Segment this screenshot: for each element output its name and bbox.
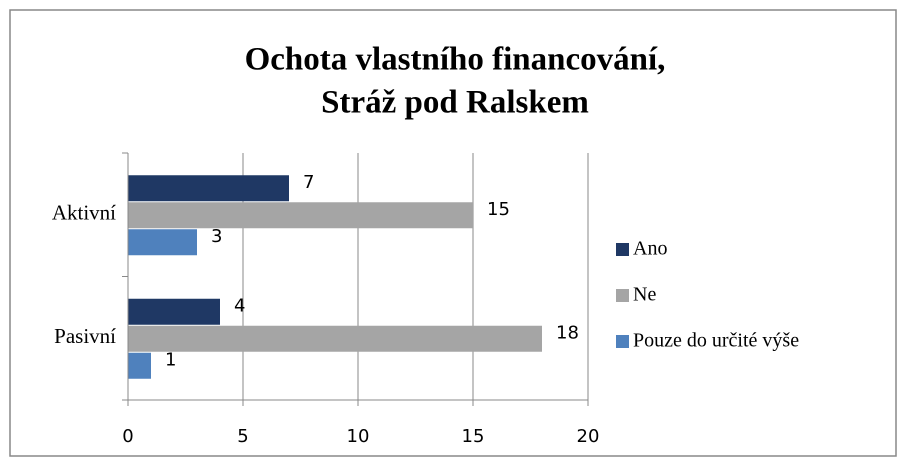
data-label: 1: [165, 349, 176, 370]
legend-swatch: [616, 335, 629, 348]
x-tick-label: 15: [462, 426, 485, 447]
data-label: 18: [556, 322, 579, 343]
x-tick-label: 20: [577, 426, 600, 447]
legend-label: Ne: [633, 284, 656, 306]
data-label: 4: [234, 295, 245, 316]
y-tick-label: Aktivní: [52, 201, 116, 225]
data-label: 7: [303, 172, 314, 193]
data-label: 15: [487, 199, 510, 220]
bar: [128, 352, 151, 379]
x-tick-label: 0: [122, 426, 133, 447]
bar: [128, 175, 289, 202]
legend-swatch: [616, 289, 629, 302]
legend-label: Pouze do určité výše: [633, 330, 799, 352]
y-tick-label: Pasivní: [54, 324, 116, 348]
bar: [128, 325, 542, 352]
bar: [128, 202, 473, 229]
chart-title: Stráž pod Ralskem: [321, 85, 589, 121]
bar: [128, 229, 197, 256]
data-label: 3: [211, 226, 222, 247]
chart-title: Ochota vlastního financování,: [245, 42, 666, 78]
bar: [128, 298, 220, 325]
x-tick-label: 10: [347, 426, 370, 447]
x-tick-label: 5: [237, 426, 248, 447]
legend-label: Ano: [633, 238, 667, 260]
legend-swatch: [616, 243, 629, 256]
